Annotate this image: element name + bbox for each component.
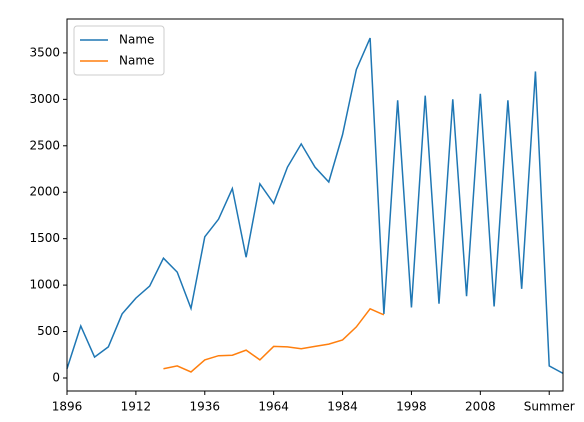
line-series [66, 37, 564, 375]
line-series [163, 307, 385, 373]
legend-box [73, 25, 165, 76]
x-tick-label: 1964 [258, 400, 289, 414]
x-tick-label: 1998 [396, 400, 427, 414]
legend-label: Name [119, 54, 154, 68]
y-tick-label: 3000 [29, 92, 60, 106]
y-tick-label: 500 [37, 324, 60, 338]
x-tick-label: 1936 [190, 400, 221, 414]
y-tick-label: 1500 [29, 231, 60, 245]
y-tick-label: 2000 [29, 185, 60, 199]
plot-frame [66, 18, 564, 392]
y-tick-label: 0 [52, 370, 60, 384]
y-tick-label: 1000 [29, 278, 60, 292]
y-tick-label: 2500 [29, 138, 60, 152]
x-tick-label: 2008 [465, 400, 496, 414]
x-tick-label: Summer [524, 400, 575, 414]
x-tick-label: 1912 [121, 400, 152, 414]
y-tick-label: 3500 [29, 45, 60, 59]
x-tick-label: 1896 [52, 400, 83, 414]
x-tick-label: 1984 [327, 400, 358, 414]
legend-label: Name [119, 33, 154, 47]
